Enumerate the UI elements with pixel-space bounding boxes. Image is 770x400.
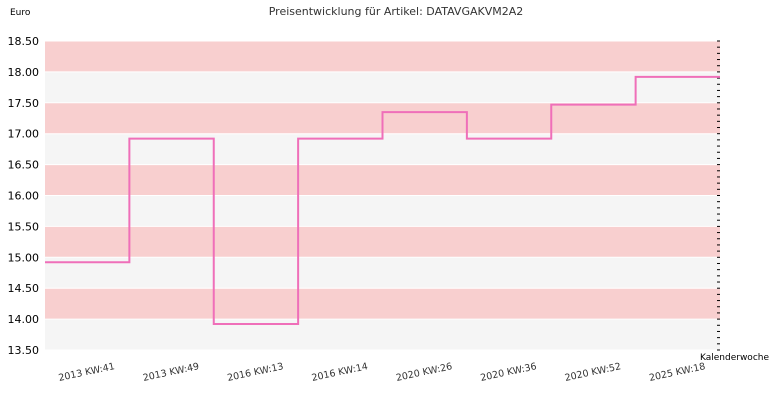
y-tick-label: 15.50 — [8, 220, 40, 233]
band — [45, 164, 720, 196]
band — [45, 319, 720, 350]
y-axis-title: Euro — [10, 8, 31, 18]
y-axis-tick-labels: 13.50 14.00 14.50 15.00 15.50 16.00 16.50 17.00… — [8, 35, 40, 357]
x-tick-label: 2013 KW:49 — [142, 361, 200, 384]
x-tick-label: 2020 KW:36 — [479, 361, 537, 384]
x-tick-label: 2020 KW:26 — [395, 361, 453, 384]
right-minor-ticks — [717, 40, 720, 351]
x-axis-title: Kalenderwoche — [700, 353, 769, 363]
x-tick-label: 2016 KW:13 — [226, 361, 284, 384]
x-tick-label: 2013 KW:41 — [58, 361, 116, 384]
band — [45, 71, 720, 103]
y-tick-label: 18.50 — [8, 35, 40, 48]
x-tick-label: 2016 KW:14 — [311, 361, 369, 384]
x-axis-tick-labels: 2013 KW:41 2013 KW:49 2016 KW:13 2016 KW:14… — [58, 361, 707, 384]
chart-title: Preisentwicklung für Artikel: DATAVGAKVM… — [269, 5, 524, 18]
band — [45, 288, 720, 320]
band — [45, 195, 720, 227]
band — [45, 41, 720, 72]
x-tick-label: 2025 KW:18 — [648, 361, 706, 384]
y-tick-label: 18.00 — [8, 66, 40, 79]
y-tick-label: 13.50 — [8, 344, 40, 357]
y-tick-label: 16.00 — [8, 190, 40, 203]
y-tick-label: 17.50 — [8, 97, 40, 110]
y-tick-label: 14.50 — [8, 282, 40, 295]
y-tick-label: 17.00 — [8, 128, 40, 141]
band — [45, 257, 720, 289]
y-tick-label: 14.00 — [8, 313, 40, 326]
gridlines — [45, 40, 720, 351]
y-tick-label: 16.50 — [8, 159, 40, 172]
price-series-line — [45, 75, 720, 326]
x-tick-label: 2020 KW:52 — [564, 361, 622, 384]
band — [45, 226, 720, 258]
y-tick-label: 15.00 — [8, 251, 40, 264]
